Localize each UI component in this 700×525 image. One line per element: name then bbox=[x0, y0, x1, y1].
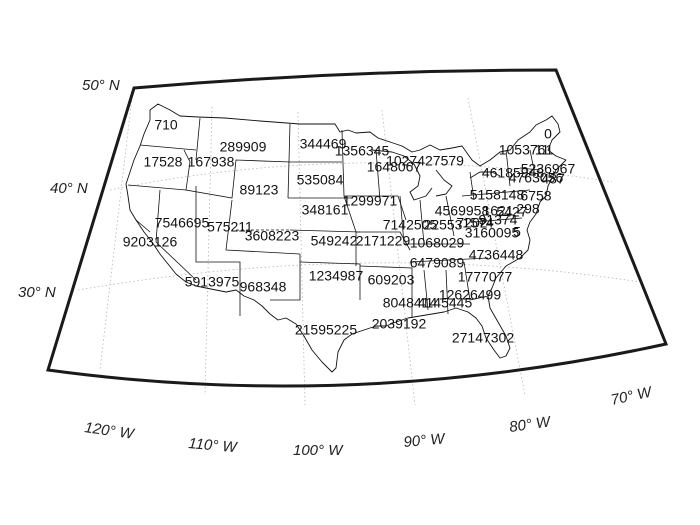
value-label-tx: 21595225 bbox=[295, 322, 358, 338]
value-label-ia: 1299971 bbox=[343, 193, 398, 209]
value-label-ri: 487 bbox=[541, 171, 565, 187]
value-label-dc: 1621 bbox=[482, 203, 513, 219]
value-label-va-2: 7202 bbox=[456, 215, 487, 231]
great-lakes bbox=[371, 149, 501, 201]
lon-label-110: 110° W bbox=[188, 435, 239, 456]
lat-label-40: 40° N bbox=[50, 180, 88, 197]
value-label-de: 298 bbox=[516, 201, 540, 217]
value-label-mi: 1027427579 bbox=[386, 153, 464, 169]
value-label-nm: 968348 bbox=[240, 279, 287, 295]
value-label-nc-2: 5 bbox=[513, 224, 521, 240]
lon-label-70: 70° W bbox=[609, 383, 654, 409]
value-label-mt: 289909 bbox=[220, 139, 267, 155]
lon-label-100: 100° W bbox=[293, 442, 344, 459]
value-label-wi: 1648067 bbox=[367, 159, 422, 175]
value-label-nh: 11 bbox=[535, 142, 550, 158]
value-label-sd: 535084 bbox=[297, 172, 344, 188]
us-outline bbox=[125, 103, 567, 373]
value-label-la: 2039192 bbox=[372, 316, 427, 332]
value-label-vt: 1053761 bbox=[499, 142, 554, 158]
value-label-ar: 609203 bbox=[368, 272, 415, 288]
value-label-wy: 89123 bbox=[240, 182, 279, 198]
value-label-ky: 1068029 bbox=[410, 235, 465, 251]
lat-label-30: 30° N bbox=[18, 284, 56, 301]
value-label-ut: 575211 bbox=[207, 219, 253, 235]
value-label-ct: 4763056 bbox=[509, 170, 564, 186]
graticule-labels: 50° N 40° N 30° N 120° W 110° W 100° W 9… bbox=[18, 77, 655, 459]
lat-label-50: 50° N bbox=[82, 77, 120, 94]
value-label-nc: 4736448 bbox=[469, 247, 524, 263]
value-label-il: 7142505 bbox=[383, 217, 438, 233]
value-label-mo: 2171229 bbox=[356, 233, 411, 249]
value-label-in: 22553 bbox=[424, 217, 463, 233]
value-label-co: 3608223 bbox=[245, 228, 300, 244]
value-label-id: 167938 bbox=[188, 154, 235, 170]
value-label-ok: 1234987 bbox=[309, 268, 364, 284]
value-label-or: 17528 bbox=[144, 154, 183, 170]
value-label-wv: 1574 bbox=[462, 215, 493, 231]
state-values: 710 17528 167938 289909 344469 1356345 8… bbox=[123, 117, 576, 346]
value-label-oh: 4569958 bbox=[435, 203, 490, 219]
value-label-nd: 344469 bbox=[300, 136, 347, 152]
value-label-ca: 9203126 bbox=[123, 234, 178, 250]
map-frame bbox=[46, 68, 669, 388]
value-label-sc: 1777077 bbox=[458, 269, 513, 285]
value-label-nv: 7546695 bbox=[155, 215, 210, 231]
value-label-ks: 549242 bbox=[311, 233, 358, 249]
value-label-va: 3160095 bbox=[465, 225, 520, 241]
value-label-fl: 27147302 bbox=[452, 330, 515, 346]
value-label-ga: 12626499 bbox=[439, 287, 502, 303]
value-label-me: 0 bbox=[544, 126, 552, 142]
graticule bbox=[77, 96, 641, 406]
value-label-md-2: 91374 bbox=[479, 212, 518, 228]
value-label-tn: 6479089 bbox=[410, 255, 465, 271]
value-label-nj: 6758 bbox=[520, 188, 551, 204]
lon-label-90: 90° W bbox=[403, 430, 447, 451]
value-label-md: 5427 bbox=[496, 204, 527, 220]
value-label-pa: 5158148 bbox=[470, 187, 525, 203]
value-label-wa: 710 bbox=[154, 117, 178, 133]
value-label-mn: 1356345 bbox=[335, 143, 390, 159]
value-label-ny: 46185948 bbox=[482, 165, 545, 181]
value-label-ne: 348161 bbox=[302, 202, 349, 218]
lon-label-80: 80° W bbox=[508, 413, 553, 436]
value-label-az: 5913975 bbox=[185, 274, 240, 290]
state-borders bbox=[127, 117, 541, 318]
value-label-ms: 8048414 bbox=[383, 295, 438, 311]
value-label-al: 4145445 bbox=[418, 295, 473, 311]
lon-label-120: 120° W bbox=[83, 419, 136, 443]
value-label-ma: 5236967 bbox=[521, 161, 576, 177]
